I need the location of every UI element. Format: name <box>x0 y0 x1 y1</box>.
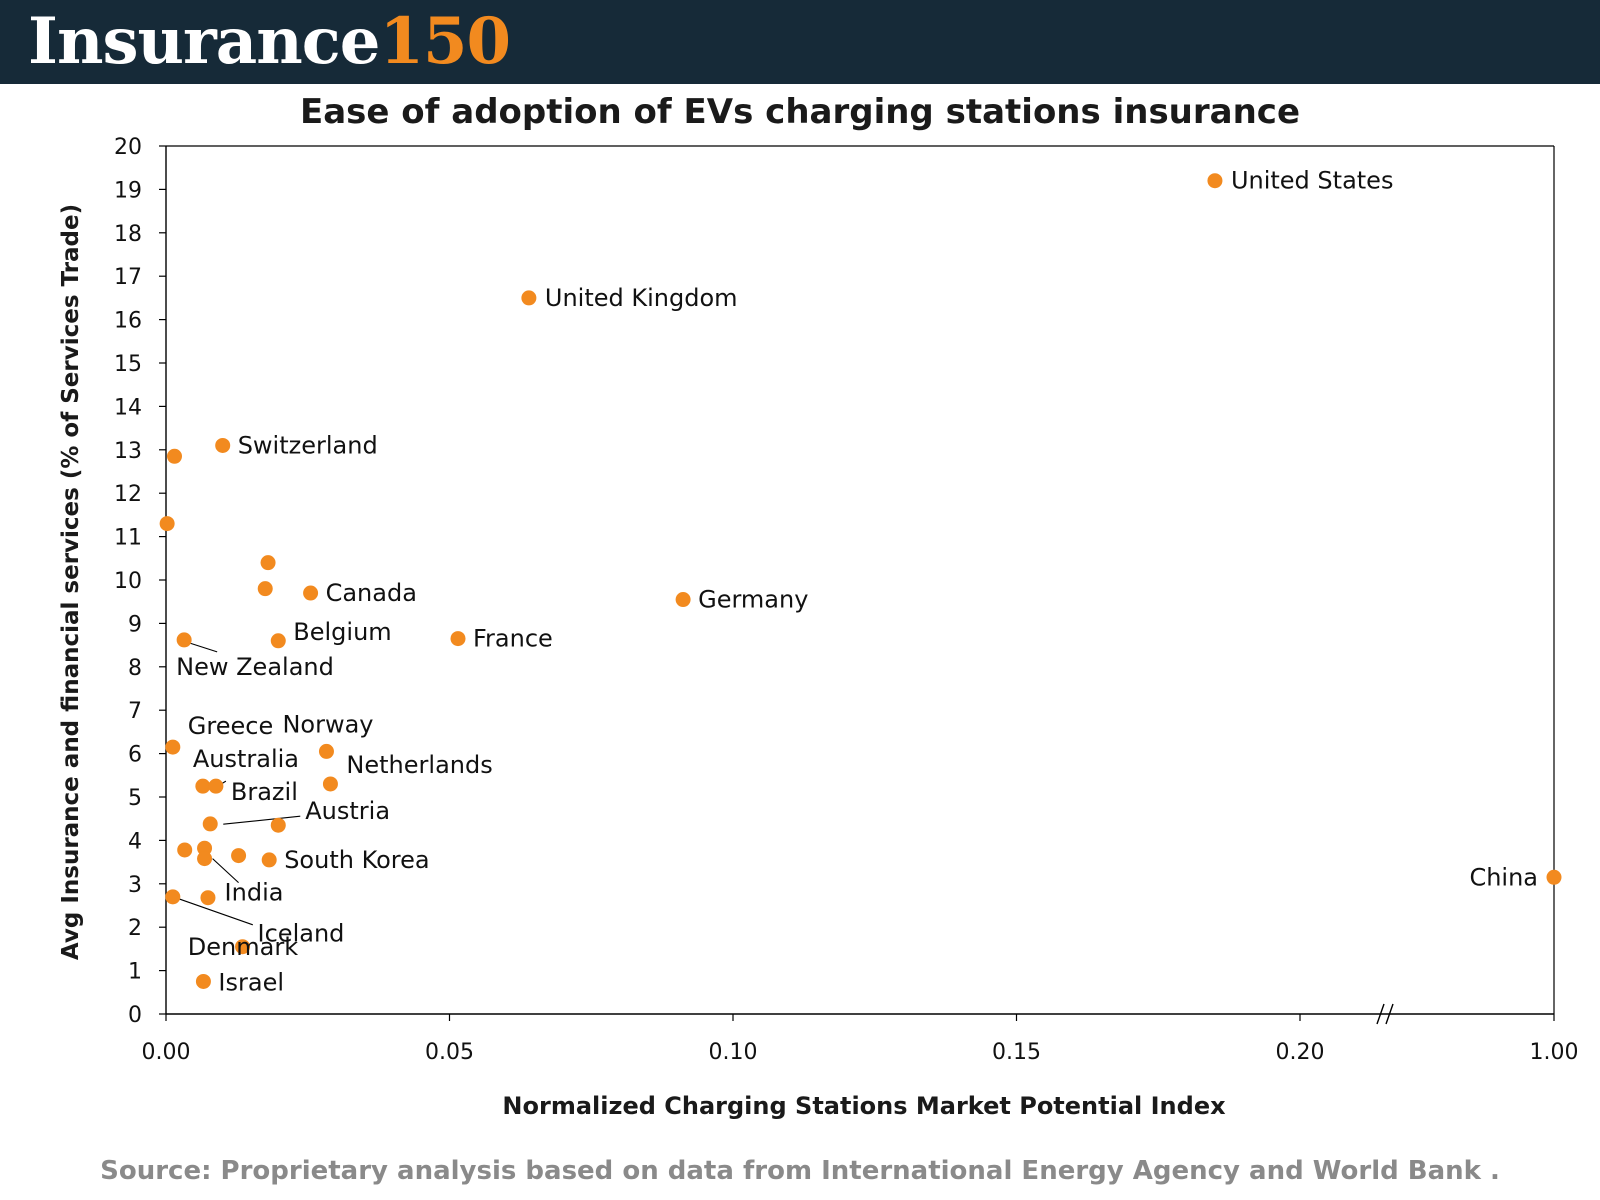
data-point <box>215 437 231 453</box>
data-point <box>200 890 216 906</box>
label-leader-line <box>223 815 301 825</box>
data-point <box>197 851 213 867</box>
data-point <box>195 973 211 989</box>
data-point <box>260 555 276 571</box>
data-point <box>675 592 691 608</box>
x-tick-label: 0.20 <box>1276 1040 1325 1065</box>
data-point <box>177 842 193 858</box>
data-label: Netherlands <box>346 751 492 779</box>
data-label: Israel <box>218 968 284 996</box>
y-tick-label: 13 <box>114 439 142 464</box>
point-labels: United States United Kingdom Switzerland Ca… <box>176 167 1538 997</box>
y-tick-label: 17 <box>114 265 142 290</box>
data-label: Austria <box>305 797 390 825</box>
x-axis-title: Normalized Charging Stations Market Pote… <box>502 1092 1226 1120</box>
data-label: United Kingdom <box>545 284 738 312</box>
data-point <box>318 743 334 759</box>
data-point <box>270 817 286 833</box>
data-point <box>167 448 183 464</box>
x-tick-label: 0.00 <box>142 1040 191 1065</box>
y-tick-label: 0 <box>128 1003 142 1028</box>
label-leader-line <box>178 898 253 926</box>
y-tick-label: 3 <box>128 873 142 898</box>
x-tick-label: 0.10 <box>709 1040 758 1065</box>
data-label: Brazil <box>231 778 298 806</box>
y-tick-label: 20 <box>114 135 142 160</box>
data-label: Norway <box>282 710 373 738</box>
brand-number: 150 <box>379 4 511 79</box>
data-label: Australia <box>193 745 299 773</box>
data-points <box>159 173 1562 989</box>
y-tick-label: 18 <box>114 222 142 247</box>
data-point <box>257 581 273 597</box>
data-point <box>231 848 247 864</box>
header-bar: Insurance150 <box>0 0 1600 84</box>
y-tick-label: 7 <box>128 699 142 724</box>
data-label: France <box>473 625 553 653</box>
data-point <box>165 889 181 905</box>
axis-break-mark <box>1385 1003 1394 1025</box>
data-point <box>208 778 224 794</box>
data-point <box>450 631 466 647</box>
brand-name: Insurance <box>28 4 380 79</box>
y-tick-label: 5 <box>128 786 142 811</box>
data-label: Switzerland <box>238 431 378 459</box>
data-point <box>261 852 277 868</box>
data-label: China <box>1469 863 1538 891</box>
data-label: Greece <box>188 712 273 740</box>
x-tick-label: 0.15 <box>992 1040 1041 1065</box>
y-tick-label: 4 <box>128 829 142 854</box>
data-point <box>165 739 181 755</box>
data-label: New Zealand <box>176 653 334 681</box>
data-label: South Korea <box>284 846 429 874</box>
brand-logo: Insurance150 <box>28 2 511 82</box>
label-leader-line <box>212 858 239 884</box>
data-point <box>202 816 218 832</box>
data-point <box>270 633 286 649</box>
data-label: United States <box>1231 167 1394 195</box>
y-tick-label: 2 <box>128 916 142 941</box>
data-point <box>235 939 251 955</box>
source-note: Source: Proprietary analysis based on da… <box>100 1156 1500 1186</box>
data-label: Denmark <box>188 933 298 961</box>
x-tick-label: 0.05 <box>425 1040 474 1065</box>
y-tick-label: 19 <box>114 178 142 203</box>
data-point <box>197 840 213 856</box>
data-point <box>303 585 319 601</box>
data-point <box>1546 869 1562 885</box>
data-label: Iceland <box>258 920 345 948</box>
chart-title: Ease of adoption of EVs charging station… <box>299 92 1301 132</box>
data-point <box>195 778 211 794</box>
x-tick-label: 1.00 <box>1530 1040 1579 1065</box>
y-tick-label: 16 <box>114 309 142 334</box>
y-tick-label: 14 <box>114 395 142 420</box>
data-point <box>521 290 537 306</box>
data-point <box>322 776 338 792</box>
y-tick-label: 8 <box>128 656 142 681</box>
data-label: Germany <box>698 586 808 614</box>
data-point <box>1207 173 1223 189</box>
y-tick-label: 11 <box>114 526 142 551</box>
axis-break-mark <box>1376 1003 1385 1025</box>
axes <box>159 145 1555 1025</box>
y-tick-label: 10 <box>114 569 142 594</box>
data-label: Canada <box>326 579 417 607</box>
data-label: Belgium <box>293 618 391 646</box>
data-point <box>176 632 192 648</box>
y-tick-label: 15 <box>114 352 142 377</box>
data-point <box>159 516 175 532</box>
y-tick-label: 12 <box>114 482 142 507</box>
y-tick-label: 6 <box>128 743 142 768</box>
y-tick-label: 1 <box>128 960 142 985</box>
y-axis-title: Avg Insurance and financial services (% … <box>58 204 84 960</box>
data-label: India <box>225 879 284 907</box>
y-tick-label: 9 <box>128 612 142 637</box>
label-leader-line <box>188 642 218 653</box>
